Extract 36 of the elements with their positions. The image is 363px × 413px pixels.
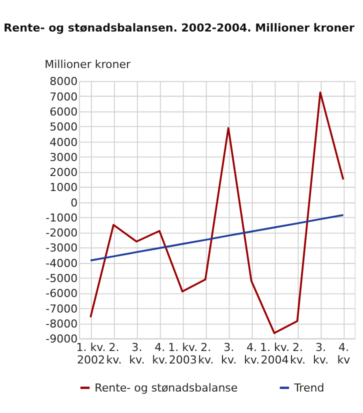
x-tick-label: 2. kv. bbox=[106, 340, 122, 367]
y-tick-label: -4000 bbox=[46, 256, 78, 270]
chart-title: Rente- og stønadsbalansen. 2002-2004. Millioner kroner bbox=[4, 21, 356, 34]
x-tick-label: 3. kv. bbox=[221, 340, 237, 367]
y-tick-label: -1000 bbox=[46, 211, 78, 224]
y-tick-label: -8000 bbox=[46, 317, 78, 330]
x-tick-label: 1. kv. 2003 bbox=[168, 340, 198, 367]
y-axis-title: Millioner kroner bbox=[44, 58, 132, 71]
legend-label: Trend bbox=[293, 381, 324, 394]
line-series bbox=[90, 214, 344, 262]
y-tick-label: -9000 bbox=[46, 332, 78, 346]
x-tick-label: 4. kv bbox=[337, 340, 351, 367]
x-tick-label: 2. kv. bbox=[290, 340, 306, 367]
y-tick-label: 8000 bbox=[50, 75, 78, 88]
line-series bbox=[90, 92, 344, 334]
x-tick-label: 1. kv. 2002 bbox=[76, 340, 106, 367]
y-tick-label: 0 bbox=[70, 196, 78, 210]
y-tick-label: -5000 bbox=[46, 272, 78, 286]
legend-label: Rente- og stønadsbalanse bbox=[94, 381, 238, 394]
x-tick-label: 1. kv. 2004 bbox=[260, 340, 290, 367]
y-tick-label: 5000 bbox=[50, 120, 78, 134]
y-tick-label: 1000 bbox=[50, 181, 78, 194]
y-tick-label: 4000 bbox=[50, 136, 78, 149]
y-tick-label: -6000 bbox=[46, 287, 78, 300]
y-tick-label: 7000 bbox=[50, 90, 78, 104]
y-tick-label: -2000 bbox=[46, 226, 78, 240]
y-tick-label: -3000 bbox=[46, 242, 78, 255]
y-tick-label: -7000 bbox=[46, 302, 78, 316]
y-tick-label: 3000 bbox=[50, 150, 78, 164]
x-tick-label: 4. kv. bbox=[244, 340, 260, 367]
x-tick-label: 3. kv. bbox=[129, 340, 145, 367]
x-tick-label: 4. kv. bbox=[152, 340, 168, 367]
y-tick-label: 2000 bbox=[50, 166, 78, 180]
x-tick-label: 3. kv. bbox=[312, 340, 328, 367]
y-tick-label: 6000 bbox=[50, 106, 78, 119]
x-tick-label: 2. kv. bbox=[198, 340, 214, 367]
